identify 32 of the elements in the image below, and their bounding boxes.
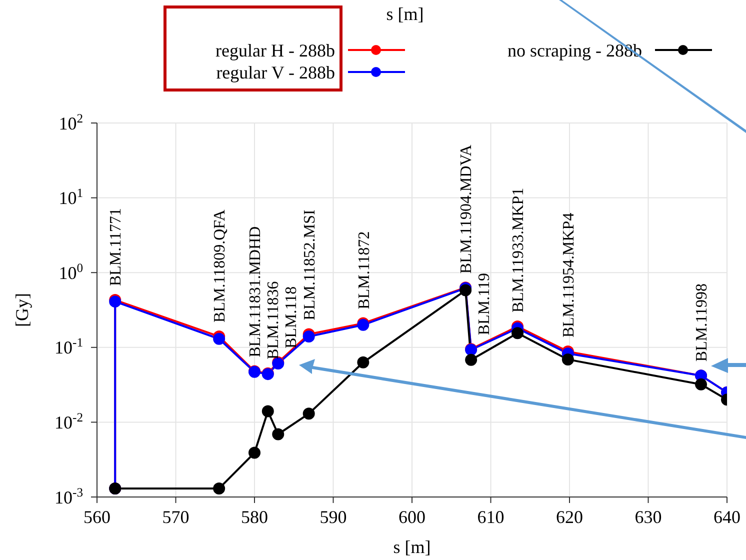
y-tick-label: 10$^{-1}$ — [54, 336, 83, 358]
x-tick-label: 580 — [241, 507, 268, 527]
text: s [m] — [386, 4, 424, 24]
annotation: BLM.11771 — [108, 208, 125, 286]
y-tick-label: 10$^{2}$ — [58, 111, 83, 134]
x-tick-label: 560 — [84, 507, 110, 527]
y-tick-label: 10$^{-3}$ — [54, 485, 83, 508]
x-tick-label: 630 — [634, 507, 662, 527]
annotation: BLM.119 — [476, 272, 494, 336]
annotation: BLM.11831.MDHD — [247, 226, 264, 358]
x-tick-label: 610 — [477, 507, 504, 527]
annotation: BLM.118 — [283, 286, 300, 348]
x-tick-label: 590 — [320, 507, 347, 527]
annotation: BLM.11954.MKP4 — [560, 212, 578, 338]
y-tick-label: 10$^{1}$ — [58, 186, 83, 208]
x-tick-label: 570 — [162, 507, 190, 527]
annotation: BLM.11904.MDVA — [458, 144, 476, 274]
annotation: BLM.11852.MSI — [301, 210, 318, 320]
y-tick-label: 10$^{-2}$ — [54, 410, 83, 432]
annotation: BLM.11872 — [356, 231, 373, 310]
legend-label: regular H - 288b — [216, 40, 335, 60]
annotation: BLM.11933.MKP1 — [510, 188, 528, 313]
legend-label: regular V - 288b — [216, 62, 335, 82]
x-tick-label: 640 — [714, 507, 740, 527]
annotation: BLM.11836 — [265, 281, 282, 360]
x-axis-title: s [m] — [393, 537, 431, 557]
x-tick-label: 600 — [398, 507, 426, 527]
annotation: BLM.11809.QFA — [212, 209, 229, 322]
annotation: BLM.11998 — [694, 284, 711, 362]
x-tick-label: 620 — [556, 507, 583, 527]
y-axis-title: [Gy] — [12, 293, 32, 327]
y-tick-label: 10$^{0}$ — [58, 260, 83, 283]
